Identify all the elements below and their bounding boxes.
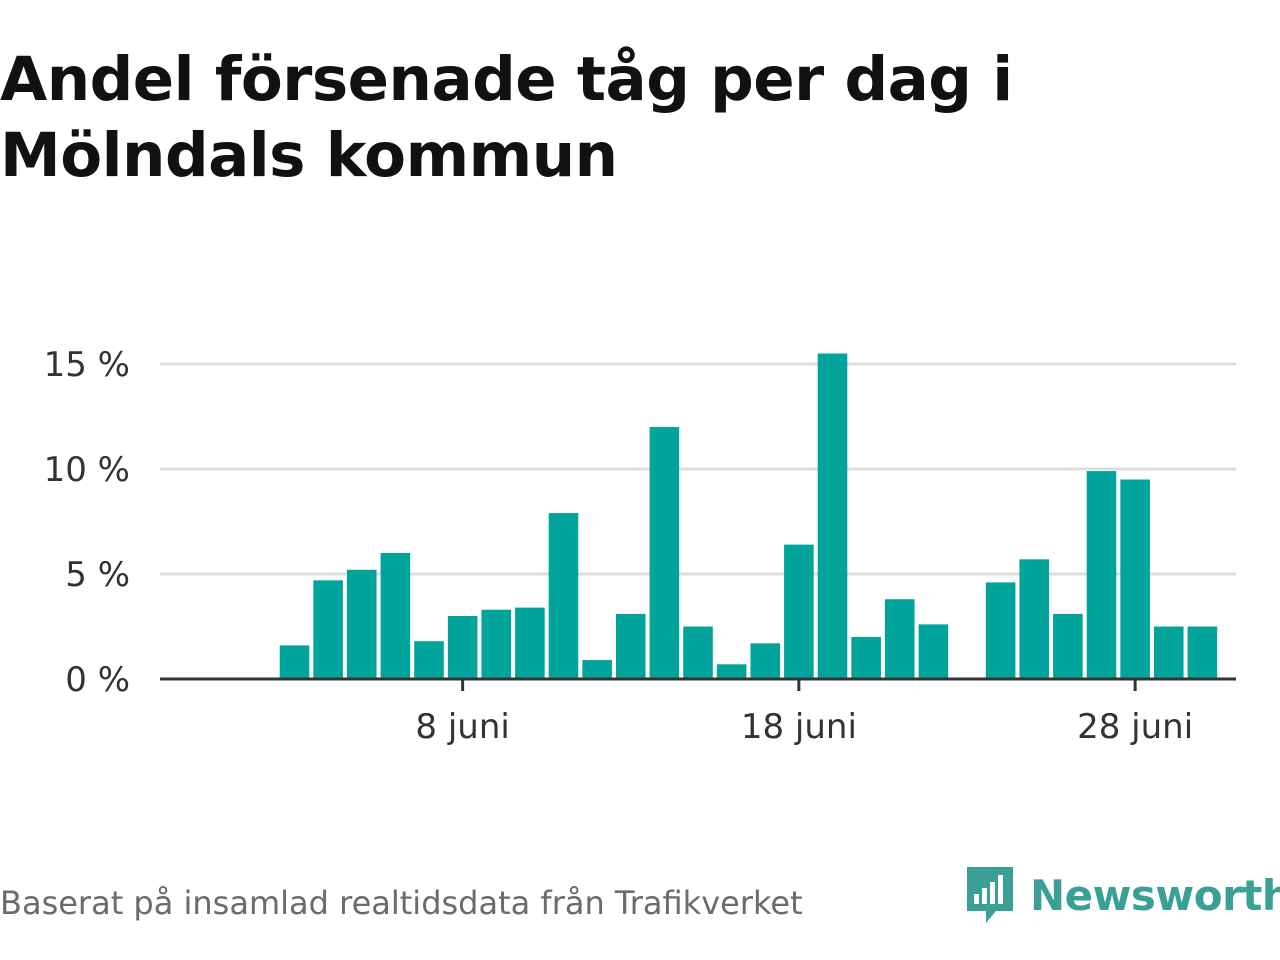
- bar-day-4: [313, 580, 343, 679]
- brand-name: Newsworthy: [1030, 870, 1280, 920]
- bar-day-28: [1120, 479, 1150, 679]
- bar-day-17: [750, 643, 781, 679]
- bar-day-20: [851, 637, 881, 679]
- bar-day-26: [1053, 613, 1083, 679]
- x-tick-label: 28 juni: [1077, 707, 1193, 747]
- source-note: Baserat på insamlad realtidsdata från Tr…: [0, 884, 803, 922]
- bar-day-5: [346, 569, 377, 679]
- bar-day-30: [1187, 626, 1218, 679]
- bars: [279, 353, 1218, 679]
- y-tick-label: 10 %: [44, 450, 130, 490]
- bar-day-13: [615, 613, 646, 679]
- bar-day-3: [279, 645, 310, 679]
- bar-day-9: [481, 609, 512, 679]
- gridlines: [160, 362, 1236, 576]
- y-axis-ticks: 0 % 5 % 10 % 15 %: [44, 345, 130, 700]
- bar-day-12: [582, 660, 612, 679]
- bar-day-6: [380, 553, 411, 679]
- bar-chart-speech-bubble-icon: [967, 867, 1013, 923]
- bar-day-27: [1086, 471, 1117, 679]
- bar-day-11: [548, 513, 579, 679]
- chart-title: Andel försenade tåg per dag i Mölndals k…: [0, 44, 1013, 191]
- bar-day-16: [716, 664, 747, 679]
- bar-day-8: [447, 616, 478, 679]
- y-tick-label: 15 %: [44, 345, 130, 385]
- newsworthy-brand[interactable]: Newsworthy: [964, 862, 1280, 928]
- y-tick-label: 0 %: [65, 660, 130, 700]
- bar-day-7: [414, 641, 444, 679]
- bar-day-21: [884, 599, 915, 679]
- bar-day-19: [817, 353, 848, 679]
- bar-day-14: [649, 427, 680, 679]
- x-tick-label: 18 juni: [741, 707, 857, 747]
- bar-day-25: [1019, 559, 1050, 679]
- bar-day-10: [515, 607, 545, 679]
- bar-day-15: [683, 626, 713, 679]
- x-tick-label: 8 juni: [415, 707, 509, 747]
- x-axis-ticks: 8 juni 18 juni 28 juni: [415, 679, 1193, 747]
- bar-day-18: [784, 544, 814, 679]
- bar-day-24: [985, 582, 1016, 679]
- y-tick-label: 5 %: [65, 555, 130, 595]
- bar-day-29: [1153, 626, 1184, 679]
- bar-day-22: [918, 624, 949, 679]
